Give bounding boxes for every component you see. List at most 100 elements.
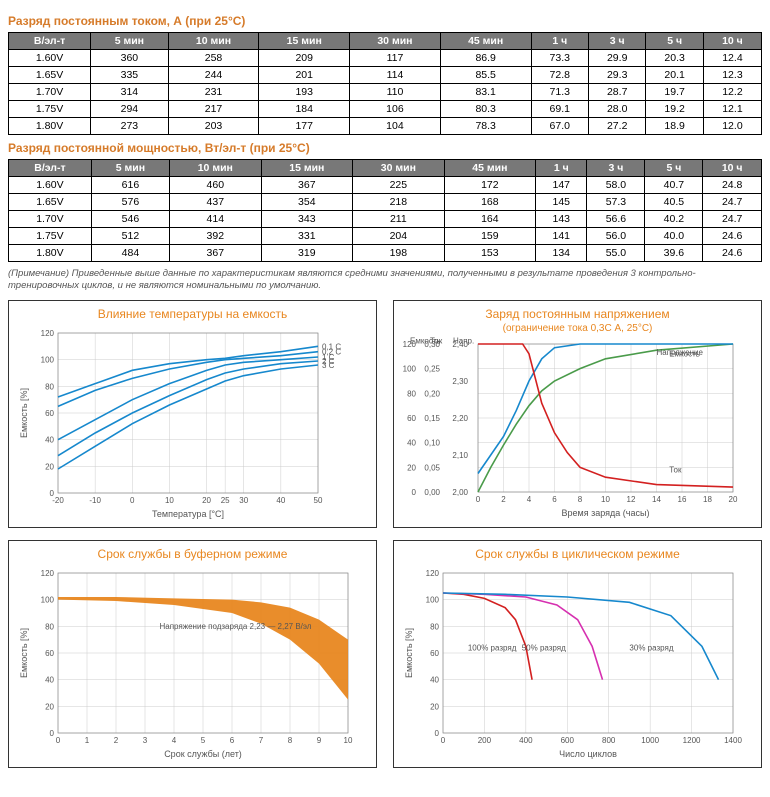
svg-text:100: 100 xyxy=(426,596,440,605)
cell: 392 xyxy=(170,228,262,245)
svg-text:120: 120 xyxy=(41,569,55,578)
footnote: (Примечание) Приведенные выше данные по … xyxy=(8,268,762,292)
svg-text:18: 18 xyxy=(703,495,712,504)
svg-text:30% разряд: 30% разряд xyxy=(629,643,673,652)
cell: 18.9 xyxy=(646,118,703,135)
svg-text:4: 4 xyxy=(172,736,177,745)
cell: 211 xyxy=(353,211,445,228)
col-header: 5 мин xyxy=(91,33,169,50)
chart-float-life: Срок службы в буферном режиме 0123456789… xyxy=(8,540,377,768)
col-header: 30 мин xyxy=(350,33,441,50)
svg-text:2: 2 xyxy=(114,736,119,745)
cell: 225 xyxy=(353,177,445,194)
svg-text:Ток: Ток xyxy=(430,337,443,346)
svg-text:3: 3 xyxy=(143,736,148,745)
svg-text:40: 40 xyxy=(45,436,54,445)
table-row: 1.75V29421718410680.369.128.019.212.1 xyxy=(9,101,762,118)
svg-text:0: 0 xyxy=(412,488,417,497)
cell: 512 xyxy=(91,228,169,245)
svg-text:2,20: 2,20 xyxy=(452,414,468,423)
cell: 177 xyxy=(259,118,350,135)
cell: 1.80V xyxy=(9,245,92,262)
table-row: 1.65V33524420111485.572.829.320.112.3 xyxy=(9,67,762,84)
svg-text:Время заряда (часы): Время заряда (часы) xyxy=(562,508,650,518)
svg-text:9: 9 xyxy=(317,736,322,745)
cell: 57.3 xyxy=(587,194,645,211)
cell: 484 xyxy=(91,245,169,262)
svg-text:80: 80 xyxy=(407,389,416,398)
cell: 141 xyxy=(536,228,587,245)
cell: 58.0 xyxy=(587,177,645,194)
cell: 367 xyxy=(261,177,353,194)
table-row: 1.70V31423119311083.171.328.719.712.2 xyxy=(9,84,762,101)
svg-text:800: 800 xyxy=(602,736,616,745)
svg-text:Емкость [%]: Емкость [%] xyxy=(19,628,29,678)
cell: 40.5 xyxy=(645,194,703,211)
table-row: 1.75V51239233120415914156.040.024.6 xyxy=(9,228,762,245)
cell: 414 xyxy=(170,211,262,228)
cell: 85.5 xyxy=(440,67,531,84)
cell: 335 xyxy=(91,67,169,84)
cell: 1.65V xyxy=(9,194,92,211)
svg-text:20: 20 xyxy=(45,462,54,471)
cell: 360 xyxy=(91,50,169,67)
table-row: 1.70V54641434321116414356.640.224.7 xyxy=(9,211,762,228)
chart-temp-capacity: Влияние температуры на емкость -20-10010… xyxy=(8,300,377,528)
svg-text:0,10: 0,10 xyxy=(424,439,440,448)
table-row: 1.60V61646036722517214758.040.724.8 xyxy=(9,177,762,194)
cell: 40.0 xyxy=(645,228,703,245)
cell: 218 xyxy=(353,194,445,211)
svg-text:5: 5 xyxy=(201,736,206,745)
svg-text:1400: 1400 xyxy=(724,736,742,745)
svg-text:14: 14 xyxy=(652,495,661,504)
cell: 39.6 xyxy=(645,245,703,262)
svg-text:20: 20 xyxy=(202,496,211,505)
cell: 71.3 xyxy=(531,84,588,101)
cell: 12.4 xyxy=(703,50,761,67)
svg-text:-20: -20 xyxy=(52,496,64,505)
svg-text:0: 0 xyxy=(56,736,61,745)
svg-text:Емкость [%]: Емкость [%] xyxy=(404,628,414,678)
svg-text:120: 120 xyxy=(426,569,440,578)
cell: 67.0 xyxy=(531,118,588,135)
cell: 193 xyxy=(259,84,350,101)
col-header: 5 ч xyxy=(645,160,703,177)
cell: 24.6 xyxy=(703,228,762,245)
svg-text:80: 80 xyxy=(45,382,54,391)
chart2-subtitle: (ограничение тока 0,3С А, 25°C) xyxy=(398,323,757,334)
cell: 437 xyxy=(170,194,262,211)
cell: 201 xyxy=(259,67,350,84)
chart3-title: Срок службы в буферном режиме xyxy=(13,547,372,561)
cell: 28.7 xyxy=(588,84,645,101)
cell: 117 xyxy=(350,50,441,67)
svg-text:80: 80 xyxy=(430,622,439,631)
svg-text:Срок службы (лет): Срок службы (лет) xyxy=(164,749,242,759)
cell: 69.1 xyxy=(531,101,588,118)
cell: 273 xyxy=(91,118,169,135)
svg-text:1000: 1000 xyxy=(641,736,659,745)
svg-text:40: 40 xyxy=(430,676,439,685)
cell: 19.7 xyxy=(646,84,703,101)
svg-text:12: 12 xyxy=(627,495,636,504)
cell: 72.8 xyxy=(531,67,588,84)
svg-text:20: 20 xyxy=(45,702,54,711)
cell: 114 xyxy=(350,67,441,84)
cell: 56.0 xyxy=(587,228,645,245)
cell: 78.3 xyxy=(440,118,531,135)
svg-text:200: 200 xyxy=(478,736,492,745)
cell: 106 xyxy=(350,101,441,118)
cell: 203 xyxy=(168,118,259,135)
svg-text:100% разряд: 100% разряд xyxy=(468,643,517,652)
cell: 1.60V xyxy=(9,50,91,67)
cell: 168 xyxy=(444,194,536,211)
col-header: 3 ч xyxy=(587,160,645,177)
cell: 198 xyxy=(353,245,445,262)
svg-text:Напряжение подзаряда 2,23 — 2,: Напряжение подзаряда 2,23 — 2,27 В/эл xyxy=(160,622,312,631)
svg-text:20: 20 xyxy=(430,702,439,711)
cell: 204 xyxy=(353,228,445,245)
cell: 616 xyxy=(91,177,169,194)
svg-text:60: 60 xyxy=(45,409,54,418)
cell: 40.7 xyxy=(645,177,703,194)
chart2-title: Заряд постоянным напряжением xyxy=(398,307,757,321)
cell: 28.0 xyxy=(588,101,645,118)
